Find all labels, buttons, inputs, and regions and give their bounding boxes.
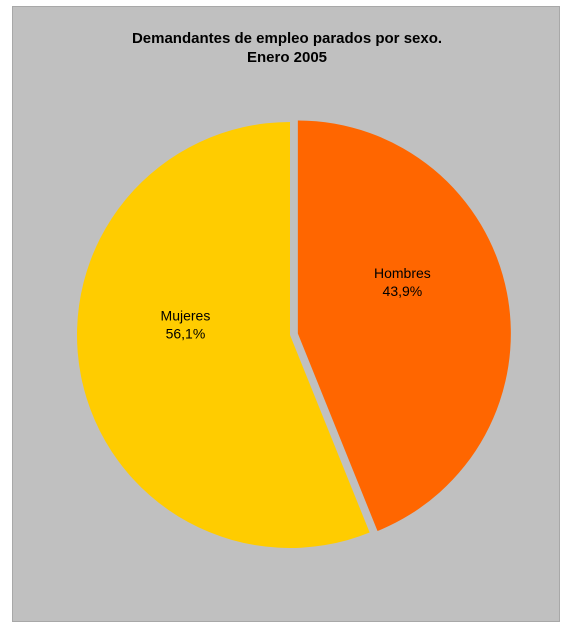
slice-label-hombres: Hombres (374, 265, 431, 281)
chart-title-line-2: Enero 2005 (246, 49, 328, 66)
slice-label-mujeres: Mujeres (161, 307, 211, 323)
chart-title: Demandantes de empleo parados por sexo. … (0, 29, 574, 67)
slice-value-mujeres: 56,1% (166, 325, 206, 341)
chart-title-line-1: Demandantes de empleo parados por sexo. (131, 30, 443, 47)
pie-slice-mujeres (77, 122, 370, 548)
slice-value-hombres: 43,9% (383, 283, 423, 299)
pie-slice-hombres (297, 120, 511, 532)
